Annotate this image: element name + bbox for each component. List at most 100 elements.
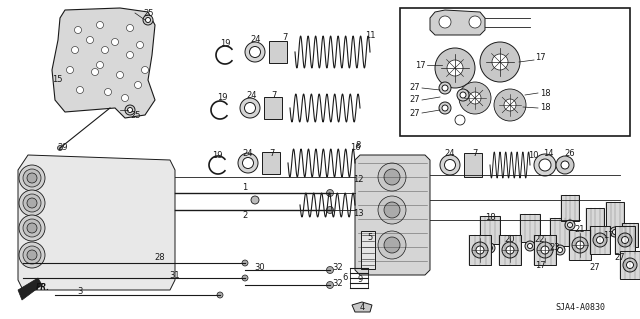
Bar — [590, 226, 610, 254]
Text: 13: 13 — [353, 209, 364, 218]
Bar — [361, 231, 375, 269]
Circle shape — [439, 102, 451, 114]
Circle shape — [445, 160, 456, 170]
Text: 7: 7 — [271, 92, 276, 100]
Circle shape — [240, 98, 260, 118]
Bar — [550, 218, 570, 246]
Text: 25: 25 — [144, 9, 154, 18]
Text: 17: 17 — [534, 54, 545, 63]
Circle shape — [141, 66, 148, 73]
Circle shape — [472, 242, 488, 258]
Text: 5: 5 — [367, 234, 372, 242]
Circle shape — [122, 94, 129, 101]
Polygon shape — [52, 8, 155, 118]
Text: 12: 12 — [353, 175, 364, 184]
Circle shape — [568, 222, 573, 227]
Text: 31: 31 — [170, 271, 180, 279]
Circle shape — [242, 260, 248, 266]
Circle shape — [537, 242, 553, 258]
Circle shape — [250, 47, 260, 57]
Circle shape — [97, 62, 104, 69]
Bar — [269, 41, 287, 63]
Circle shape — [534, 154, 556, 176]
Circle shape — [251, 196, 259, 204]
Text: 9: 9 — [357, 276, 363, 285]
Text: FR.: FR. — [36, 284, 50, 293]
Bar — [606, 202, 624, 228]
Circle shape — [326, 206, 333, 213]
Circle shape — [23, 169, 41, 187]
Circle shape — [480, 42, 520, 82]
Polygon shape — [355, 155, 430, 275]
Text: 19: 19 — [220, 39, 230, 48]
Text: 4: 4 — [360, 303, 365, 313]
Text: 26: 26 — [564, 149, 575, 158]
Circle shape — [565, 220, 575, 230]
Circle shape — [92, 69, 99, 76]
Text: 24: 24 — [243, 149, 253, 158]
Circle shape — [494, 89, 526, 121]
Circle shape — [23, 246, 41, 264]
Text: 18: 18 — [540, 88, 550, 98]
Circle shape — [621, 236, 628, 243]
Text: 23: 23 — [550, 243, 560, 253]
Circle shape — [19, 190, 45, 216]
Text: 27: 27 — [410, 84, 420, 93]
Circle shape — [439, 82, 451, 94]
Circle shape — [143, 15, 153, 25]
Text: 27: 27 — [614, 254, 625, 263]
Circle shape — [541, 246, 549, 254]
Text: 6: 6 — [342, 273, 348, 283]
Bar — [262, 152, 280, 174]
Circle shape — [610, 227, 620, 237]
Circle shape — [555, 245, 565, 255]
Circle shape — [243, 158, 253, 168]
Text: 15: 15 — [52, 76, 62, 85]
Circle shape — [492, 54, 508, 70]
Circle shape — [627, 249, 632, 254]
Circle shape — [442, 105, 448, 111]
Circle shape — [561, 161, 569, 169]
Circle shape — [557, 248, 563, 253]
Circle shape — [217, 292, 223, 298]
Text: 29: 29 — [58, 144, 68, 152]
Circle shape — [245, 42, 265, 62]
Circle shape — [556, 156, 574, 174]
Circle shape — [77, 86, 83, 93]
Circle shape — [97, 21, 104, 28]
Circle shape — [136, 41, 143, 48]
Text: 7: 7 — [282, 33, 288, 42]
Text: 30: 30 — [255, 263, 266, 272]
Circle shape — [488, 246, 493, 250]
Circle shape — [238, 153, 258, 173]
Circle shape — [476, 246, 484, 254]
Bar — [469, 235, 491, 265]
Bar — [499, 235, 521, 265]
Circle shape — [623, 258, 637, 272]
Bar — [400, 8, 630, 136]
Circle shape — [576, 241, 584, 249]
Circle shape — [19, 242, 45, 268]
Polygon shape — [430, 10, 485, 35]
Circle shape — [27, 223, 37, 233]
Text: 17: 17 — [603, 231, 613, 240]
Text: 1: 1 — [243, 183, 248, 192]
Text: 32: 32 — [333, 278, 343, 287]
Circle shape — [19, 165, 45, 191]
Circle shape — [525, 241, 535, 251]
Circle shape — [27, 198, 37, 208]
Circle shape — [485, 243, 495, 253]
Text: 27: 27 — [589, 263, 600, 272]
Circle shape — [384, 237, 400, 253]
Circle shape — [447, 60, 463, 76]
Circle shape — [596, 236, 604, 243]
Circle shape — [326, 281, 333, 288]
Circle shape — [27, 173, 37, 183]
Circle shape — [125, 105, 135, 115]
Circle shape — [435, 48, 475, 88]
Circle shape — [384, 202, 400, 218]
Text: 24: 24 — [247, 92, 257, 100]
Circle shape — [134, 81, 141, 88]
Circle shape — [572, 237, 588, 253]
Text: 20: 20 — [505, 235, 515, 244]
